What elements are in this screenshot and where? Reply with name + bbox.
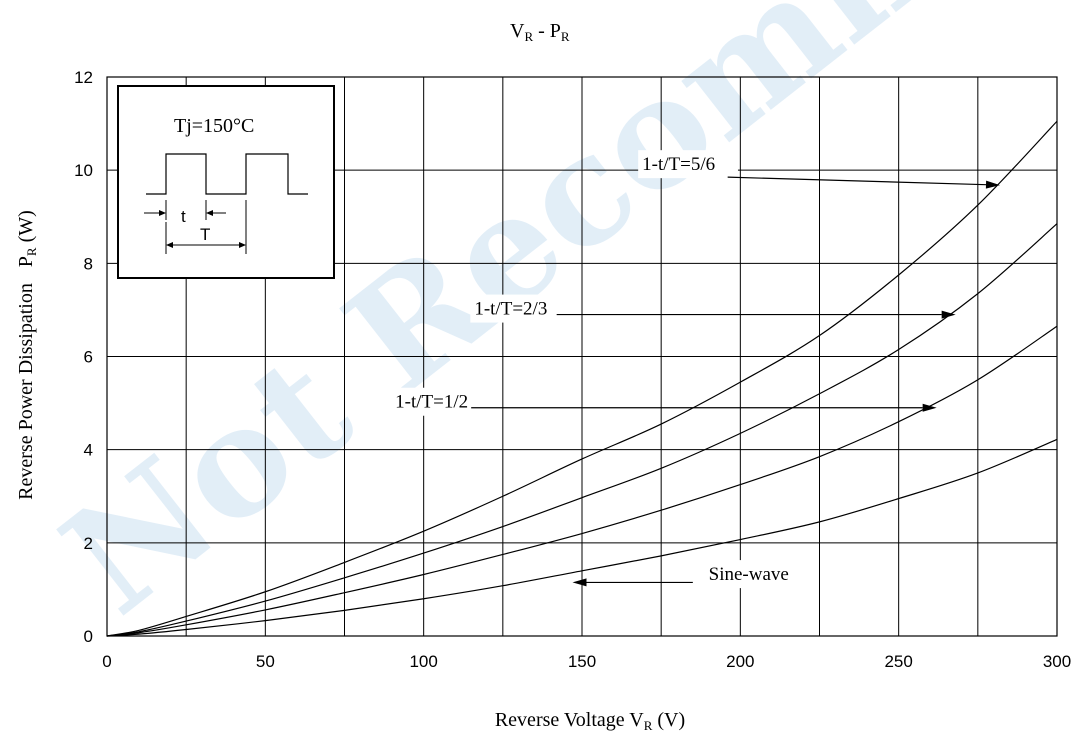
series-line — [106, 325, 1058, 637]
y-tick-label: 12 — [74, 68, 93, 87]
inset-T-label: T — [200, 225, 210, 244]
series-line — [106, 120, 1058, 637]
x-tick-label: 200 — [726, 652, 754, 671]
annotation-arrow-head — [572, 578, 587, 587]
annotations: 1-t/T=5/6 1-t/T=2/3 1-t/T=1/2 Sine-wave — [391, 150, 1000, 589]
annotation-background — [638, 150, 738, 179]
annotation-background — [704, 560, 805, 589]
y-tick-label: 6 — [84, 348, 93, 367]
tick-labels: 0 50 100 150 200 250 300 0 2 4 6 8 10 12 — [74, 68, 1071, 671]
x-tick-label: 150 — [568, 652, 596, 671]
y-tick-label: 2 — [84, 534, 93, 553]
x-tick-label: 250 — [884, 652, 912, 671]
x-axis-label: Reverse Voltage VR (V) — [495, 709, 685, 733]
x-tick-label: 100 — [409, 652, 437, 671]
x-tick-label: 0 — [102, 652, 111, 671]
x-tick-label: 50 — [256, 652, 275, 671]
pulse-waveform — [146, 153, 308, 195]
chart-title: VR - PR — [510, 20, 570, 44]
annotation-label: Sine-wave — [709, 564, 789, 585]
y-axis-label: Reverse Power DissipationPR (W) — [15, 210, 39, 500]
x-tick-label: 300 — [1043, 652, 1071, 671]
inset-t-label: t — [181, 207, 186, 226]
annotation-background — [391, 387, 491, 416]
annotation-label: 1-t/T=1/2 — [395, 392, 468, 413]
curves — [106, 120, 1058, 637]
series-line — [106, 438, 1058, 637]
series-line — [106, 223, 1058, 637]
y-tick-label: 4 — [84, 441, 93, 460]
annotation-label: 1-t/T=2/3 — [474, 299, 547, 320]
plot-frame — [106, 76, 1058, 637]
annotation-label: 1-t/T=5/6 — [642, 154, 715, 175]
annotation-background — [470, 294, 571, 323]
y-tick-label: 10 — [74, 161, 93, 180]
annotation-arrow-head — [922, 403, 937, 412]
y-tick-label: 0 — [84, 627, 93, 646]
inset-temperature-label: Tj=150°C — [174, 115, 254, 137]
y-tick-label: 8 — [84, 254, 93, 273]
waveform-inset: Tj=150°C t T — [117, 85, 335, 279]
annotation-arrow-head — [985, 180, 1000, 189]
annotation-arrow-shaft — [727, 176, 987, 186]
annotation-arrow-head — [941, 310, 956, 319]
